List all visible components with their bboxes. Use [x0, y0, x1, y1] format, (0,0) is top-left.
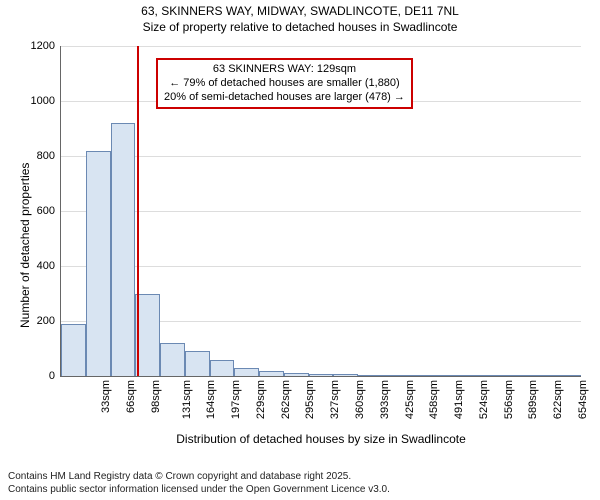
title-line-2: Size of property relative to detached ho… [0, 20, 600, 36]
y-tick-label: 1200 [15, 40, 61, 52]
histogram-bar [556, 375, 581, 376]
x-tick-label: 556sqm [503, 380, 515, 419]
histogram-bar [358, 375, 383, 376]
chart-title-block: 63, SKINNERS WAY, MIDWAY, SWADLINCOTE, D… [0, 0, 600, 35]
x-tick-label: 491sqm [453, 380, 465, 419]
histogram-bar [86, 151, 111, 377]
histogram-bar [507, 375, 532, 376]
x-tick-label: 327sqm [329, 380, 341, 419]
y-tick-label: 0 [15, 370, 61, 382]
y-gridline [61, 156, 581, 157]
annotation-box: 63 SKINNERS WAY: 129sqm ← 79% of detache… [156, 58, 413, 109]
x-tick-label: 295sqm [305, 380, 317, 419]
x-tick-label: 98sqm [150, 380, 162, 413]
x-tick-label: 654sqm [577, 380, 589, 419]
title-line-1: 63, SKINNERS WAY, MIDWAY, SWADLINCOTE, D… [0, 4, 600, 20]
marker-line [137, 46, 139, 376]
histogram-bar [61, 324, 86, 376]
histogram-bar [333, 374, 358, 376]
annotation-line-1: 63 SKINNERS WAY: 129sqm [164, 63, 405, 77]
histogram-bar [408, 375, 433, 376]
annotation-line-2: ← 79% of detached houses are smaller (1,… [164, 77, 405, 91]
footnote-line-2: Contains public sector information licen… [8, 484, 390, 497]
x-axis-label: Distribution of detached houses by size … [61, 432, 581, 446]
annotation-line-3: 20% of semi-detached houses are larger (… [164, 91, 405, 105]
x-tick-label: 131sqm [181, 380, 193, 419]
y-tick-label: 400 [15, 260, 61, 272]
chart-area: Number of detached properties Distributi… [0, 38, 600, 458]
x-tick-label: 164sqm [206, 380, 218, 419]
histogram-bar [210, 360, 235, 377]
y-tick-label: 600 [15, 205, 61, 217]
x-tick-label: 360sqm [354, 380, 366, 419]
y-gridline [61, 46, 581, 47]
x-tick-label: 33sqm [100, 380, 112, 413]
x-tick-label: 589sqm [527, 380, 539, 419]
x-tick-label: 622sqm [552, 380, 564, 419]
histogram-bar [160, 343, 185, 376]
x-tick-label: 458sqm [428, 380, 440, 419]
histogram-bar [309, 374, 334, 376]
y-tick-label: 800 [15, 150, 61, 162]
footnote-line-1: Contains HM Land Registry data © Crown c… [8, 471, 390, 484]
y-tick-label: 1000 [15, 95, 61, 107]
x-tick-label: 425sqm [404, 380, 416, 419]
histogram-bar [482, 375, 507, 376]
x-tick-label: 229sqm [255, 380, 267, 419]
x-tick-label: 524sqm [478, 380, 490, 419]
histogram-bar [135, 294, 160, 377]
histogram-bar [432, 375, 457, 376]
histogram-bar [111, 123, 136, 376]
x-tick-label: 197sqm [230, 380, 242, 419]
y-gridline [61, 211, 581, 212]
y-axis-label: Number of detached properties [18, 163, 32, 328]
histogram-bar [259, 371, 284, 376]
histogram-bar [531, 375, 556, 376]
x-tick-label: 66sqm [125, 380, 137, 413]
footnote: Contains HM Land Registry data © Crown c… [8, 471, 390, 496]
x-tick-label: 393sqm [379, 380, 391, 419]
x-tick-label: 262sqm [280, 380, 292, 419]
histogram-bar [234, 368, 259, 376]
histogram-bar [383, 375, 408, 376]
histogram-bar [185, 351, 210, 376]
y-gridline [61, 266, 581, 267]
plot-area: Distribution of detached houses by size … [60, 46, 581, 377]
y-tick-label: 200 [15, 315, 61, 327]
histogram-bar [284, 373, 309, 376]
histogram-bar [457, 375, 482, 376]
